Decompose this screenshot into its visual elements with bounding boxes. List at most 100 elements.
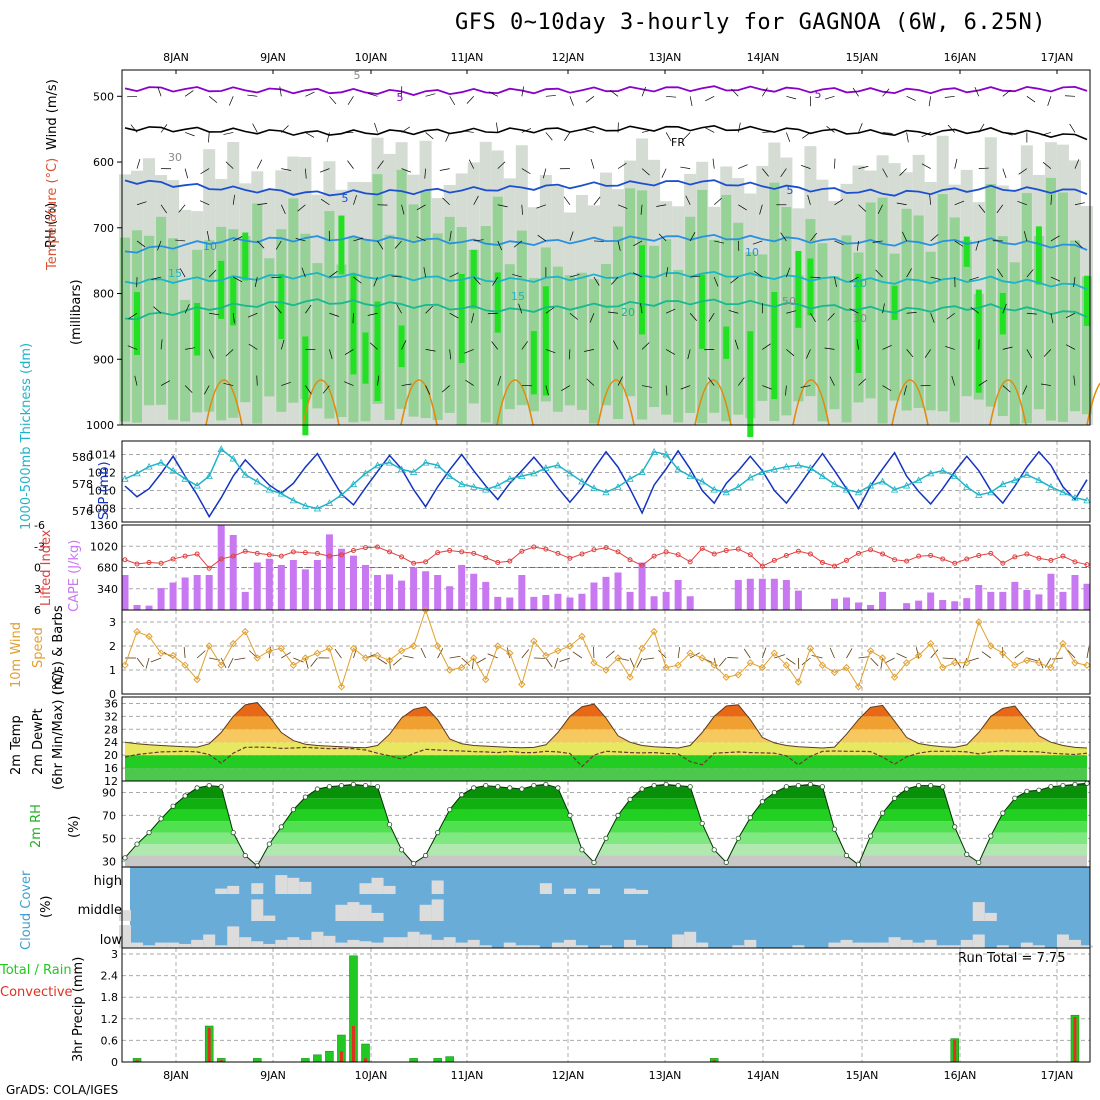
cloud-bar-high — [624, 888, 637, 894]
isotherm-10 — [124, 233, 1088, 254]
wind10-marker — [866, 647, 875, 655]
thickness-marker — [890, 485, 899, 493]
wind-barb — [279, 86, 282, 97]
cloud-bar-middle — [419, 904, 432, 921]
cloud-bar-low — [143, 945, 156, 948]
frames-layer — [117, 69, 1091, 1063]
wind-barb — [160, 339, 163, 350]
wind10-marker — [770, 649, 779, 657]
wind-barb — [305, 168, 307, 179]
cloud-bar-middle — [119, 910, 131, 921]
wind-barb — [281, 204, 286, 215]
rh2m-marker — [615, 812, 621, 819]
wind-barb — [834, 199, 844, 206]
date-label-bottom: 13JAN — [649, 1069, 682, 1082]
cape-bar — [205, 575, 213, 610]
lifted-index-marker — [278, 553, 284, 559]
thickness-marker — [157, 458, 165, 466]
wind-barb — [665, 385, 668, 396]
wind-barb — [877, 204, 883, 214]
precip-conv-label: Convective — [0, 985, 73, 1000]
lifted-index-marker — [807, 551, 813, 557]
text-layer: 8JAN 8JAN 9JAN 9JAN 10JAN 10JAN 11JAN 11JAN 12JA… — [0, 51, 1073, 1082]
lifted-index-marker — [735, 546, 741, 552]
y-tick-label: 500 — [93, 90, 114, 103]
wind-barb — [396, 304, 402, 314]
wind-barb — [424, 168, 426, 179]
rh-shade-mid — [1021, 193, 1032, 424]
wind10-marker — [674, 661, 682, 669]
wind10-tick-label: 3 — [109, 616, 116, 629]
wind-barb — [707, 377, 715, 386]
thickness-marker — [734, 483, 742, 490]
thickness-marker — [590, 484, 598, 492]
lifted-index-marker — [266, 552, 272, 558]
wind10-marker — [457, 663, 466, 672]
rh2m-marker — [747, 815, 753, 821]
wind-barb — [545, 95, 556, 97]
lifted-index-marker — [831, 563, 837, 569]
wind-barb — [613, 340, 619, 350]
cape-bar — [374, 575, 382, 610]
wind10-marker — [229, 639, 237, 648]
isotherm-25 — [989, 379, 1027, 426]
wind-barb — [569, 312, 578, 320]
wind-barb — [762, 343, 771, 350]
lifted-index-marker — [146, 560, 152, 566]
wind-barb — [441, 385, 450, 393]
date-label-bottom: 12JAN — [552, 1069, 585, 1082]
rh2m-marker — [879, 810, 886, 816]
wind-barb — [665, 349, 675, 355]
wind10-marker — [193, 675, 201, 684]
thickness-marker — [902, 481, 911, 489]
wind-barb — [978, 167, 989, 169]
cloud-bar-low — [936, 945, 949, 948]
cape-bar — [169, 582, 177, 610]
wind10-marker — [181, 661, 189, 669]
lifted-index-marker — [495, 560, 501, 566]
wind-barb — [827, 313, 835, 321]
wind10-marker — [1059, 639, 1067, 648]
date-label-bottom: 8JAN — [163, 1069, 189, 1082]
wind-barb — [569, 273, 580, 278]
cape-bar — [782, 580, 790, 610]
rh2m-marker — [591, 859, 597, 866]
wind-barb — [512, 273, 522, 278]
wind-barb — [439, 168, 450, 171]
wind-barb — [1017, 201, 1027, 206]
y-tick-label: 600 — [93, 156, 114, 169]
lifted-index-marker — [1072, 559, 1078, 565]
thickness-marker — [770, 465, 779, 473]
thickness-marker — [806, 464, 815, 471]
wind-barb — [975, 240, 980, 251]
cloud-bar-middle — [972, 902, 985, 921]
rh2m-marker — [134, 841, 140, 847]
cape-bar — [662, 591, 670, 610]
wind-barb — [425, 93, 436, 97]
series-line-thickness — [124, 447, 1088, 510]
rh2m-marker — [952, 824, 958, 830]
rh2m-marker — [459, 792, 465, 798]
cloud-bar-low — [443, 937, 456, 948]
rh-shade-dark — [999, 292, 1006, 335]
wind-barb — [178, 204, 186, 213]
rh2m-marker — [831, 826, 838, 832]
thickness-marker — [662, 450, 670, 458]
rh2m-marker — [531, 782, 537, 789]
wind-barb — [882, 385, 892, 392]
wind-barb — [978, 123, 985, 133]
wind-barb — [1047, 96, 1052, 106]
rh2m-marker — [471, 785, 477, 791]
wind-barb — [849, 276, 859, 283]
wind-barb — [153, 306, 162, 314]
wind-barb — [642, 385, 652, 388]
wind-barb — [713, 276, 719, 287]
cape-bar — [590, 582, 598, 610]
wind10-marker — [914, 651, 923, 660]
wind-barb — [780, 168, 787, 178]
rh2m-marker — [976, 859, 982, 866]
cape-bar — [674, 580, 682, 610]
wind-barb — [449, 230, 452, 241]
wind10-barb — [811, 654, 823, 659]
lifted-index-marker — [399, 554, 405, 560]
